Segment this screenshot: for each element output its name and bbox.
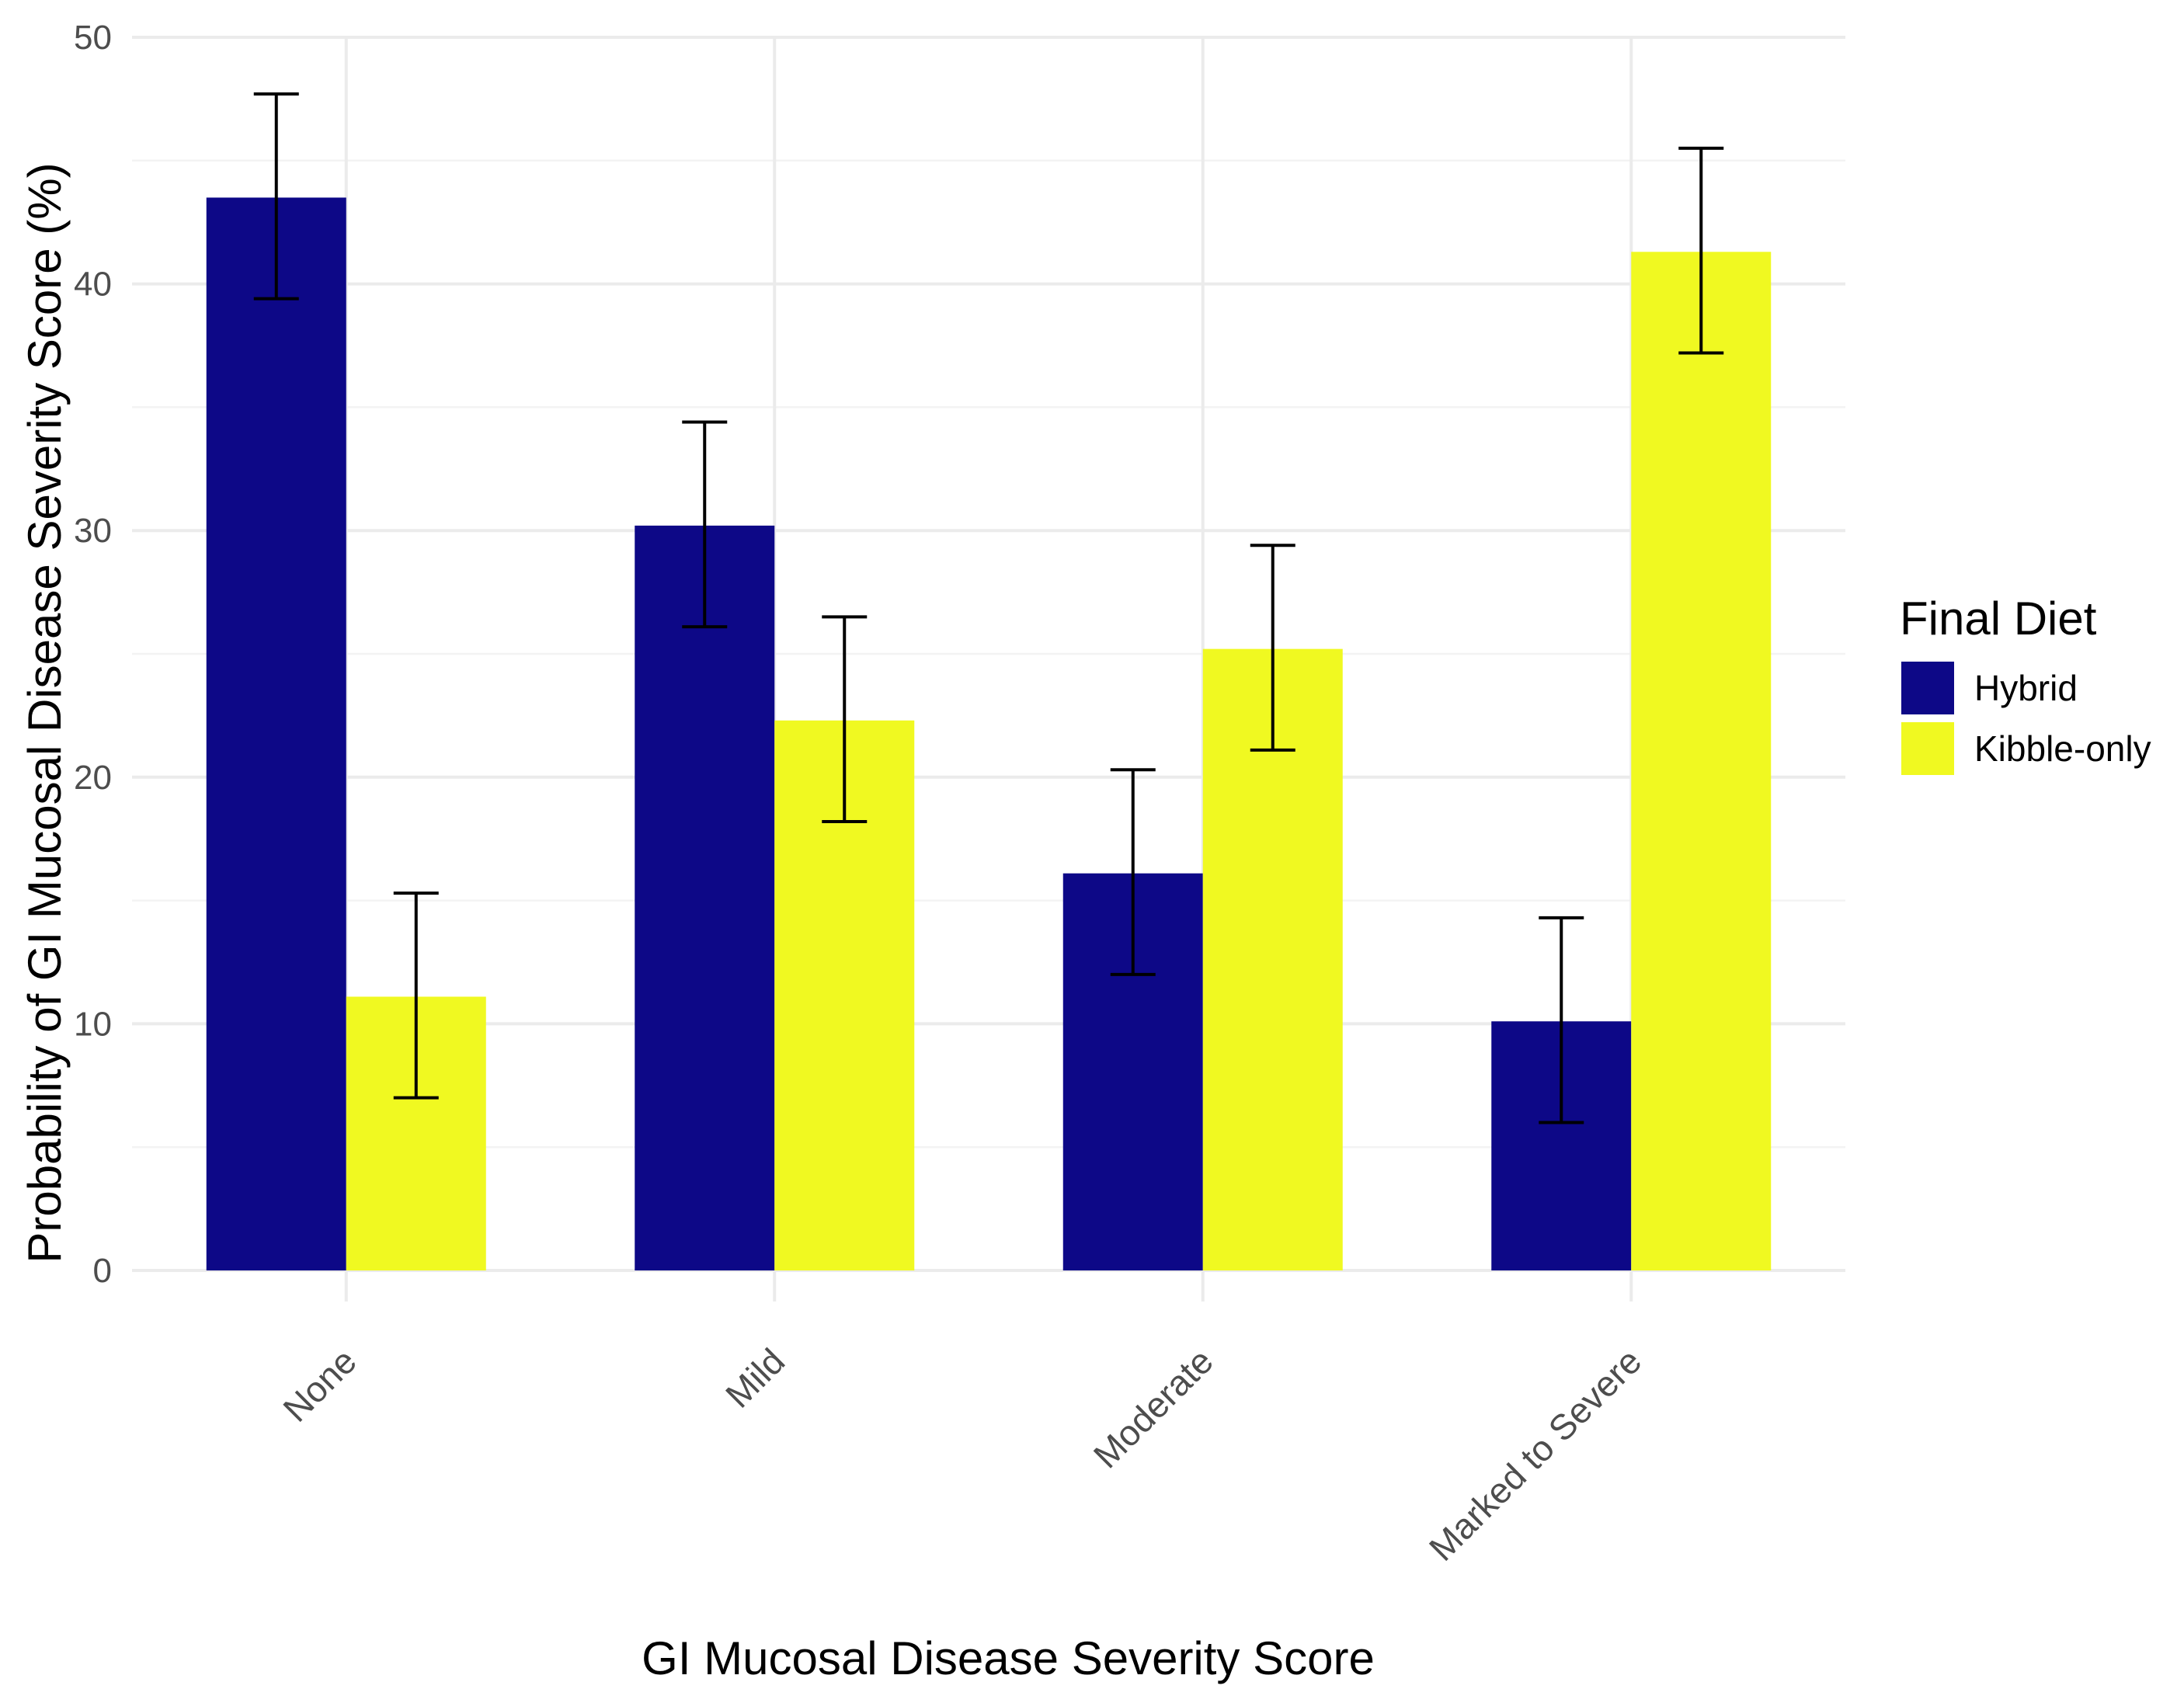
legend-item-hybrid: Hybrid bbox=[1901, 662, 2078, 714]
error-bars bbox=[253, 92, 1724, 1124]
bar-hybrid-none bbox=[206, 197, 346, 1271]
error-bar bbox=[393, 891, 439, 1100]
legend-label: Kibble-only bbox=[1974, 728, 2151, 769]
x-axis-ticks: None Mild Moderate Marked to Severe bbox=[275, 1340, 1649, 1568]
error-bar bbox=[1110, 768, 1156, 976]
bar-kibble-only-marked-to-severe bbox=[1631, 252, 1772, 1270]
x-tick-label: Mild bbox=[718, 1340, 792, 1415]
legend-swatch bbox=[1901, 662, 1954, 714]
x-axis-title: GI Mucosal Disease Severity Score bbox=[642, 1632, 1375, 1684]
x-tick-label: Moderate bbox=[1086, 1340, 1221, 1475]
y-axis-title: Probability of GI Mucosal Disease Severi… bbox=[19, 162, 71, 1263]
error-bar bbox=[682, 420, 728, 629]
y-axis-ticks: 0 10 20 30 40 50 bbox=[74, 19, 112, 1290]
error-bar bbox=[1678, 146, 1724, 355]
legend: Final Diet Hybrid Kibble-only bbox=[1900, 593, 2151, 775]
error-bar bbox=[1539, 916, 1584, 1124]
bars bbox=[206, 197, 1772, 1271]
bar-hybrid-mild bbox=[635, 525, 775, 1270]
x-tick-label: None bbox=[275, 1340, 364, 1430]
x-tick-label: Marked to Severe bbox=[1421, 1340, 1649, 1568]
legend-item-kibble-only: Kibble-only bbox=[1901, 722, 2151, 775]
error-bar bbox=[822, 615, 868, 823]
y-tick-label: 30 bbox=[74, 512, 112, 550]
legend-label: Hybrid bbox=[1974, 668, 2078, 708]
y-tick-label: 0 bbox=[93, 1252, 112, 1290]
y-tick-label: 50 bbox=[74, 19, 112, 57]
y-tick-label: 20 bbox=[74, 759, 112, 797]
error-bar bbox=[253, 92, 299, 301]
y-tick-label: 10 bbox=[74, 1005, 112, 1043]
legend-swatch bbox=[1901, 722, 1954, 775]
y-tick-label: 40 bbox=[74, 266, 112, 304]
bar-kibble-only-moderate bbox=[1202, 648, 1343, 1270]
error-bar bbox=[1250, 544, 1295, 752]
legend-title: Final Diet bbox=[1900, 593, 2097, 645]
